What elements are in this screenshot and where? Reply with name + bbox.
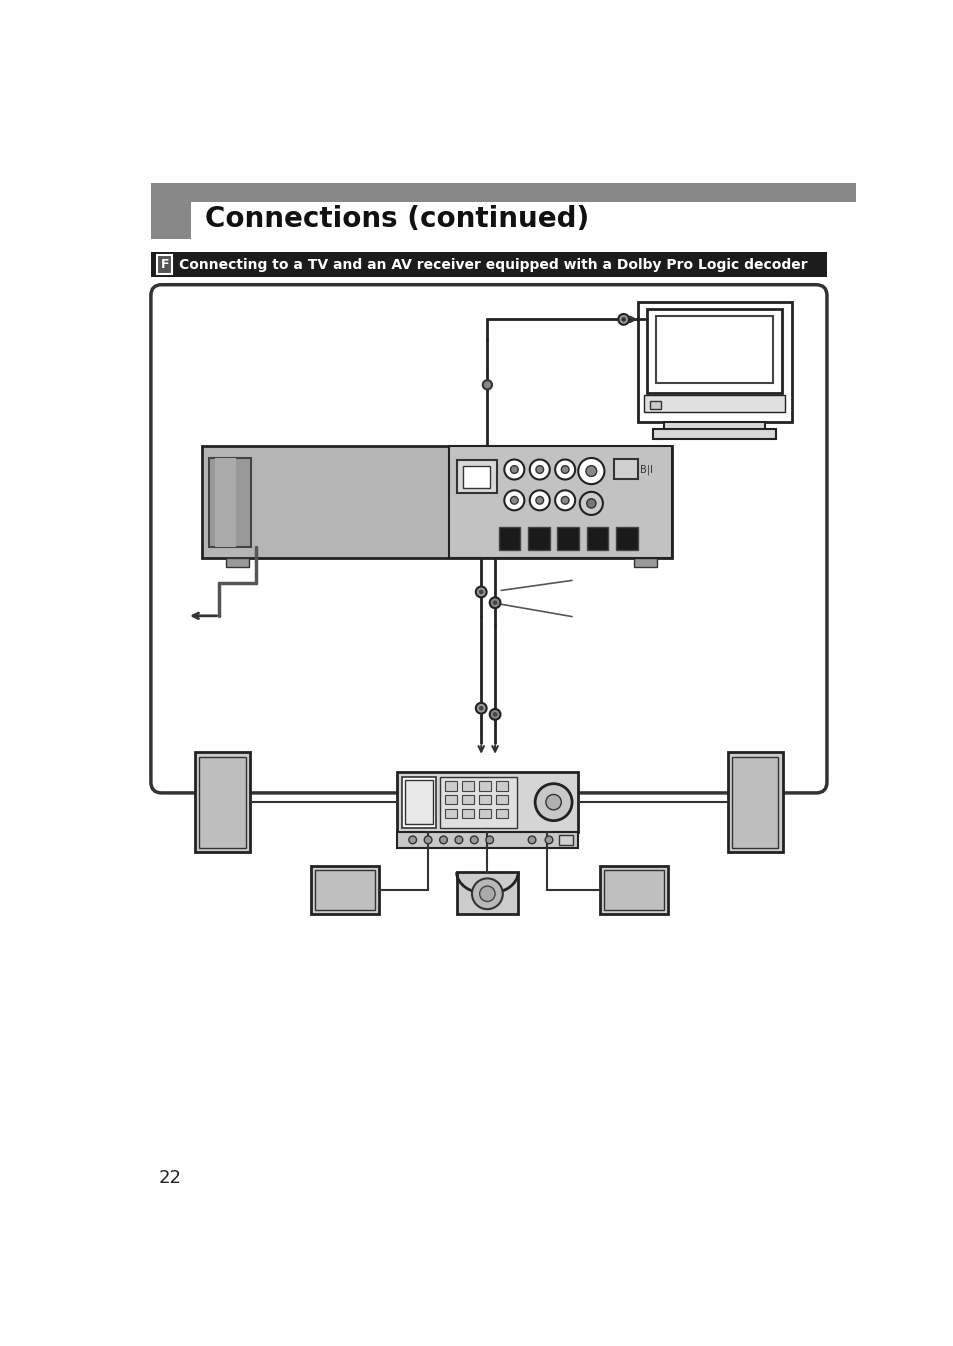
Circle shape bbox=[560, 497, 568, 505]
Text: Connecting to a TV and an AV receiver equipped with a Dolby Pro Logic decoder: Connecting to a TV and an AV receiver eq… bbox=[178, 257, 806, 272]
Bar bbox=[311, 865, 378, 914]
Bar bbox=[478, 809, 491, 818]
Bar bbox=[314, 870, 375, 910]
Bar bbox=[649, 401, 659, 409]
Bar bbox=[664, 421, 763, 431]
Bar bbox=[461, 795, 474, 805]
Circle shape bbox=[544, 836, 552, 844]
Bar bbox=[449, 447, 672, 559]
Bar bbox=[444, 795, 456, 805]
Circle shape bbox=[424, 836, 432, 844]
Bar bbox=[151, 183, 191, 238]
Bar bbox=[202, 447, 672, 559]
Bar bbox=[599, 865, 667, 914]
Circle shape bbox=[485, 836, 493, 844]
Bar bbox=[440, 777, 517, 828]
Circle shape bbox=[504, 459, 524, 479]
Circle shape bbox=[504, 490, 524, 510]
Circle shape bbox=[478, 590, 483, 595]
Bar bbox=[478, 782, 491, 790]
Bar bbox=[633, 559, 656, 567]
Bar bbox=[616, 528, 637, 551]
Bar bbox=[214, 458, 236, 546]
Circle shape bbox=[472, 879, 502, 909]
Circle shape bbox=[493, 600, 497, 606]
Bar bbox=[652, 429, 776, 439]
Bar bbox=[656, 316, 772, 384]
Text: F: F bbox=[160, 258, 169, 271]
Circle shape bbox=[585, 466, 596, 476]
Circle shape bbox=[578, 458, 604, 485]
Text: B|I: B|I bbox=[639, 464, 652, 475]
Circle shape bbox=[555, 490, 575, 510]
Circle shape bbox=[620, 318, 625, 322]
Bar bbox=[194, 752, 250, 852]
Bar bbox=[496, 809, 508, 818]
Circle shape bbox=[545, 794, 560, 810]
Bar bbox=[646, 308, 781, 393]
Circle shape bbox=[528, 836, 536, 844]
Circle shape bbox=[510, 466, 517, 474]
Text: Connections (continued): Connections (continued) bbox=[205, 206, 588, 233]
Circle shape bbox=[529, 490, 549, 510]
Bar bbox=[396, 832, 578, 848]
Bar bbox=[456, 460, 497, 493]
Bar bbox=[496, 795, 508, 805]
Bar bbox=[732, 756, 778, 848]
Circle shape bbox=[493, 712, 497, 716]
Bar bbox=[151, 183, 856, 202]
Circle shape bbox=[470, 836, 477, 844]
Circle shape bbox=[478, 705, 483, 711]
Circle shape bbox=[479, 886, 495, 902]
Bar bbox=[496, 782, 508, 790]
Bar bbox=[151, 253, 826, 277]
Bar bbox=[478, 795, 491, 805]
Circle shape bbox=[510, 497, 517, 505]
Bar bbox=[444, 809, 456, 818]
Bar bbox=[614, 459, 637, 479]
Bar bbox=[456, 872, 517, 914]
Bar bbox=[557, 528, 578, 551]
Circle shape bbox=[618, 314, 628, 324]
Circle shape bbox=[535, 783, 572, 821]
Bar bbox=[225, 559, 249, 567]
Bar bbox=[444, 782, 456, 790]
FancyBboxPatch shape bbox=[151, 285, 826, 793]
Bar bbox=[603, 870, 663, 910]
Circle shape bbox=[476, 587, 486, 598]
Circle shape bbox=[455, 836, 462, 844]
Bar bbox=[727, 752, 782, 852]
Bar bbox=[637, 303, 791, 421]
Circle shape bbox=[476, 703, 486, 713]
Circle shape bbox=[489, 709, 500, 720]
Bar bbox=[586, 528, 608, 551]
Bar bbox=[643, 394, 784, 412]
Circle shape bbox=[529, 459, 549, 479]
Circle shape bbox=[555, 459, 575, 479]
Bar bbox=[498, 528, 520, 551]
Bar bbox=[405, 779, 433, 825]
Circle shape bbox=[579, 491, 602, 516]
Circle shape bbox=[536, 466, 543, 474]
Bar bbox=[462, 467, 490, 489]
Bar bbox=[528, 528, 549, 551]
Bar bbox=[396, 773, 578, 832]
Text: 22: 22 bbox=[158, 1168, 181, 1187]
Bar bbox=[209, 458, 251, 546]
Circle shape bbox=[586, 499, 596, 507]
Circle shape bbox=[409, 836, 416, 844]
Circle shape bbox=[482, 380, 492, 389]
Bar bbox=[401, 777, 436, 828]
Circle shape bbox=[560, 466, 568, 474]
Circle shape bbox=[489, 598, 500, 608]
Bar bbox=[157, 256, 172, 275]
Circle shape bbox=[439, 836, 447, 844]
Bar bbox=[558, 836, 572, 844]
Circle shape bbox=[536, 497, 543, 505]
Bar bbox=[461, 809, 474, 818]
Circle shape bbox=[561, 836, 569, 844]
Bar bbox=[461, 782, 474, 790]
Bar bbox=[199, 756, 245, 848]
